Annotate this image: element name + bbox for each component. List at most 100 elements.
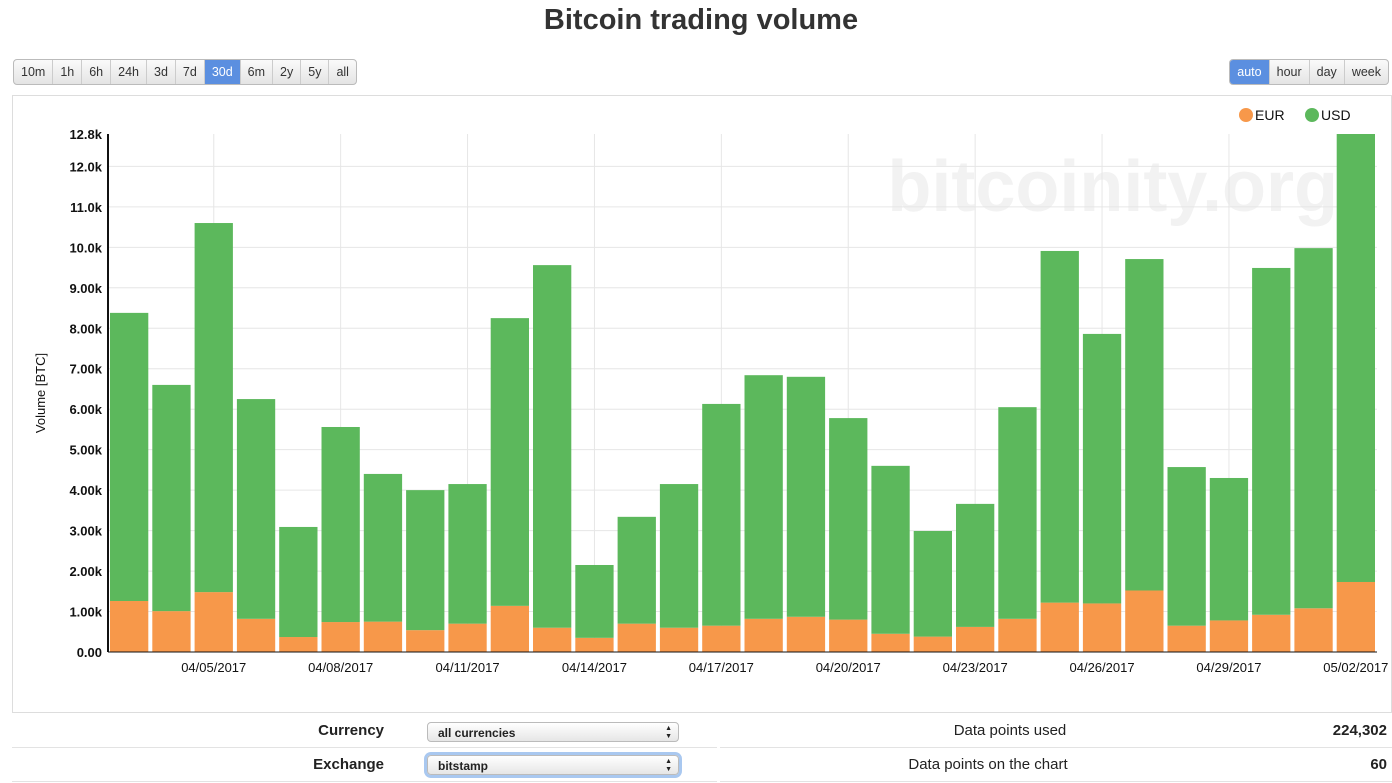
bar-eur[interactable]	[744, 618, 783, 652]
y-tick-label: 5.00k	[69, 443, 102, 458]
range-button-3d[interactable]: 3d	[147, 60, 176, 84]
range-button-1h[interactable]: 1h	[53, 60, 83, 84]
bar-usd[interactable]	[236, 399, 276, 619]
bar-eur[interactable]	[279, 637, 318, 652]
range-button-all[interactable]: all	[336, 65, 349, 79]
y-tick-label: 12.0k	[69, 159, 102, 174]
bar-usd[interactable]	[1125, 259, 1164, 591]
bar-eur[interactable]	[617, 623, 656, 652]
bar-usd[interactable]	[702, 403, 741, 626]
bar-usd[interactable]	[490, 318, 529, 606]
interval-button-hour[interactable]: hour	[1270, 60, 1310, 84]
bar-usd[interactable]	[956, 503, 995, 627]
bar-eur[interactable]	[533, 627, 572, 652]
bar-eur[interactable]	[321, 622, 360, 652]
bar-eur[interactable]	[1209, 620, 1249, 652]
bar-eur[interactable]	[490, 605, 529, 652]
legend-marker-usd[interactable]	[1305, 108, 1319, 122]
bar-eur[interactable]	[363, 621, 403, 652]
points-used-value: 224,302	[1332, 722, 1387, 739]
bar-eur[interactable]	[829, 619, 868, 652]
bar-eur[interactable]	[998, 618, 1037, 652]
bar-eur[interactable]	[702, 625, 741, 652]
bar-eur[interactable]	[1294, 608, 1333, 652]
bar-eur[interactable]	[1125, 590, 1164, 652]
y-tick-label: 6.00k	[69, 402, 102, 417]
bar-usd[interactable]	[279, 526, 318, 638]
bar-eur[interactable]	[659, 627, 699, 652]
bar-usd[interactable]	[744, 375, 783, 619]
bar-usd[interactable]	[194, 223, 233, 593]
legend-label-usd[interactable]: USD	[1321, 107, 1351, 123]
bar-usd[interactable]	[110, 312, 149, 602]
bar-eur[interactable]	[236, 618, 276, 652]
bar-usd[interactable]	[448, 484, 487, 624]
time-range-button-group: 10m 1h 6h 24h 3d 7d 30d 6m 2y 5y all	[13, 59, 357, 85]
range-button-10m[interactable]: 10m	[14, 60, 54, 84]
interval-button-day[interactable]: day	[1310, 60, 1345, 84]
bar-usd[interactable]	[363, 473, 403, 622]
points-used-label: Data points used	[953, 722, 1067, 739]
bar-eur[interactable]	[956, 626, 995, 652]
bar-usd[interactable]	[406, 490, 445, 631]
x-tick-label: 04/14/2017	[562, 660, 627, 675]
bar-eur[interactable]	[406, 630, 445, 652]
bar-eur[interactable]	[1336, 581, 1375, 652]
bar-usd[interactable]	[1294, 248, 1333, 609]
y-tick-label: 9.00k	[69, 281, 102, 296]
bar-usd[interactable]	[998, 407, 1037, 619]
bar-usd[interactable]	[617, 516, 656, 624]
bar-eur[interactable]	[152, 611, 191, 652]
range-button-5y[interactable]: 5y	[301, 60, 330, 84]
bar-usd[interactable]	[533, 265, 572, 628]
range-button-6m[interactable]: 6m	[241, 60, 274, 84]
bar-usd[interactable]	[1082, 333, 1122, 604]
range-button-6h[interactable]: 6h	[82, 60, 112, 84]
y-tick-label: 8.00k	[69, 321, 102, 336]
y-tick-label: 11.0k	[70, 200, 103, 215]
bar-eur[interactable]	[871, 633, 910, 652]
range-button-7d[interactable]: 7d	[176, 60, 205, 84]
range-button-2y[interactable]: 2y	[273, 60, 302, 84]
bar-usd[interactable]	[152, 384, 191, 612]
bar-usd[interactable]	[1040, 250, 1079, 603]
y-tick-label: 10.0k	[69, 240, 102, 255]
bar-usd[interactable]	[1336, 134, 1375, 582]
bar-usd[interactable]	[1252, 267, 1291, 615]
legend-marker-eur[interactable]	[1239, 108, 1253, 122]
bar-usd[interactable]	[575, 564, 614, 638]
bar-eur[interactable]	[194, 592, 233, 652]
bar-eur[interactable]	[110, 601, 149, 652]
bar-usd[interactable]	[321, 426, 360, 623]
interval-button-week[interactable]: week	[1351, 65, 1381, 79]
currency-select[interactable]: all currencies ▲ ▼	[427, 722, 679, 742]
bar-usd[interactable]	[829, 418, 868, 620]
interval-button-auto[interactable]: auto	[1230, 60, 1270, 84]
interval-button-group: auto hour day week	[1229, 59, 1389, 85]
bar-usd[interactable]	[786, 376, 826, 617]
y-tick-label: 7.00k	[69, 362, 102, 377]
bar-eur[interactable]	[786, 616, 826, 652]
bar-eur[interactable]	[913, 636, 952, 652]
bar-eur[interactable]	[1167, 625, 1206, 652]
bar-usd[interactable]	[1209, 477, 1249, 621]
bar-usd[interactable]	[913, 530, 952, 637]
bar-eur[interactable]	[575, 637, 614, 652]
legend-label-eur[interactable]: EUR	[1255, 107, 1285, 123]
bar-eur[interactable]	[1252, 614, 1291, 652]
range-button-24h[interactable]: 24h	[111, 60, 147, 84]
bar-eur[interactable]	[448, 623, 487, 652]
exchange-select[interactable]: bitstamp ▲ ▼	[427, 755, 679, 775]
bar-usd[interactable]	[659, 484, 699, 628]
x-tick-label: 04/20/2017	[816, 660, 881, 675]
select-arrows-icon: ▲ ▼	[665, 725, 672, 740]
volume-chart: bitcoinity.org 0.00 1.00k 2.00k 3.00k 4.00k 5.…	[33, 107, 1388, 675]
bar-usd[interactable]	[1167, 467, 1206, 626]
currency-value: all currencies	[438, 726, 516, 740]
y-axis-label: Volume [BTC]	[33, 353, 48, 433]
range-button-30d[interactable]: 30d	[204, 60, 241, 84]
bar-usd[interactable]	[871, 465, 910, 634]
bar-eur[interactable]	[1040, 602, 1079, 652]
bar-eur[interactable]	[1082, 603, 1122, 652]
x-tick-label: 04/05/2017	[181, 660, 246, 675]
